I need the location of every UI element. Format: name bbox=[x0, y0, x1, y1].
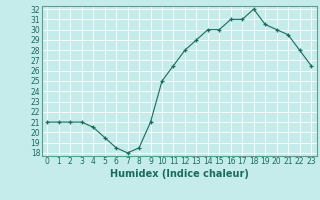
X-axis label: Humidex (Indice chaleur): Humidex (Indice chaleur) bbox=[110, 169, 249, 179]
